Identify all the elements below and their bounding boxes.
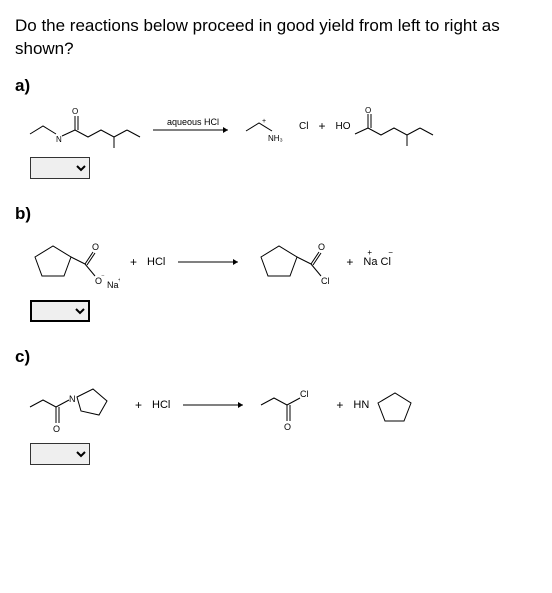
svg-text:O: O <box>318 242 325 252</box>
svg-text:Cl: Cl <box>321 276 330 286</box>
svg-text:⁻: ⁻ <box>101 274 105 281</box>
reaction-b: O O ⁻ Na + + HCl O Cl + Na Cl + <box>25 232 537 292</box>
svg-text:Cl: Cl <box>300 389 309 399</box>
plus-b2: + <box>346 255 353 269</box>
part-a: a) N O aqueous HCl NH₃ + <box>15 76 537 179</box>
hcl-c: HCl <box>152 399 170 411</box>
question-text: Do the reactions below proceed in good y… <box>15 15 537 61</box>
plus-c1: + <box>135 398 142 412</box>
svg-text:O: O <box>92 242 99 252</box>
svg-text:O: O <box>72 107 78 116</box>
svg-text:Na: Na <box>107 280 119 290</box>
reactant-c-molecule: O N <box>25 375 125 435</box>
product-c-pyrrolidine <box>373 385 418 425</box>
svg-text:O: O <box>53 424 60 434</box>
part-c-label: c) <box>15 347 537 367</box>
svg-text:+: + <box>118 277 120 284</box>
plus-c2: + <box>336 398 343 412</box>
product-c-molecule: O Cl <box>256 377 326 432</box>
part-c: c) O N + HCl O Cl + HN <box>15 347 537 465</box>
select-c[interactable] <box>30 443 90 465</box>
svg-text:+: + <box>262 118 266 125</box>
part-a-label: a) <box>15 76 537 96</box>
hn-c: HN <box>353 399 369 411</box>
select-a[interactable] <box>30 157 90 179</box>
select-b[interactable] <box>30 300 90 322</box>
product-a-cl: Cl <box>299 121 308 132</box>
svg-text:N: N <box>56 135 62 144</box>
product-a-acid: O <box>352 104 442 149</box>
product-a-amine: NH₃ + <box>241 109 296 144</box>
plus-b1: + <box>130 255 137 269</box>
svg-text:NH₃: NH₃ <box>268 134 283 143</box>
product-a-ho: HO <box>335 121 350 132</box>
svg-text:O: O <box>284 422 291 432</box>
arrow-b <box>173 257 243 267</box>
svg-text:N: N <box>69 394 76 404</box>
plus-a: + <box>318 119 325 133</box>
svg-text:O: O <box>365 106 371 115</box>
part-b-label: b) <box>15 204 537 224</box>
arrow-a: aqueous HCl <box>153 117 233 135</box>
hcl-b: HCl <box>147 256 165 268</box>
reaction-a: N O aqueous HCl NH₃ + Cl + HO <box>25 104 537 149</box>
reaction-c: O N + HCl O Cl + HN <box>25 375 537 435</box>
reactant-b-molecule: O O ⁻ Na + <box>25 232 120 292</box>
arrow-c <box>178 400 248 410</box>
product-b-molecule: O Cl <box>251 232 336 292</box>
nacl-b: Na Cl + − <box>363 256 391 268</box>
part-b: b) O O ⁻ Na + + HCl O <box>15 204 537 322</box>
reactant-a-molecule: N O <box>25 104 145 149</box>
